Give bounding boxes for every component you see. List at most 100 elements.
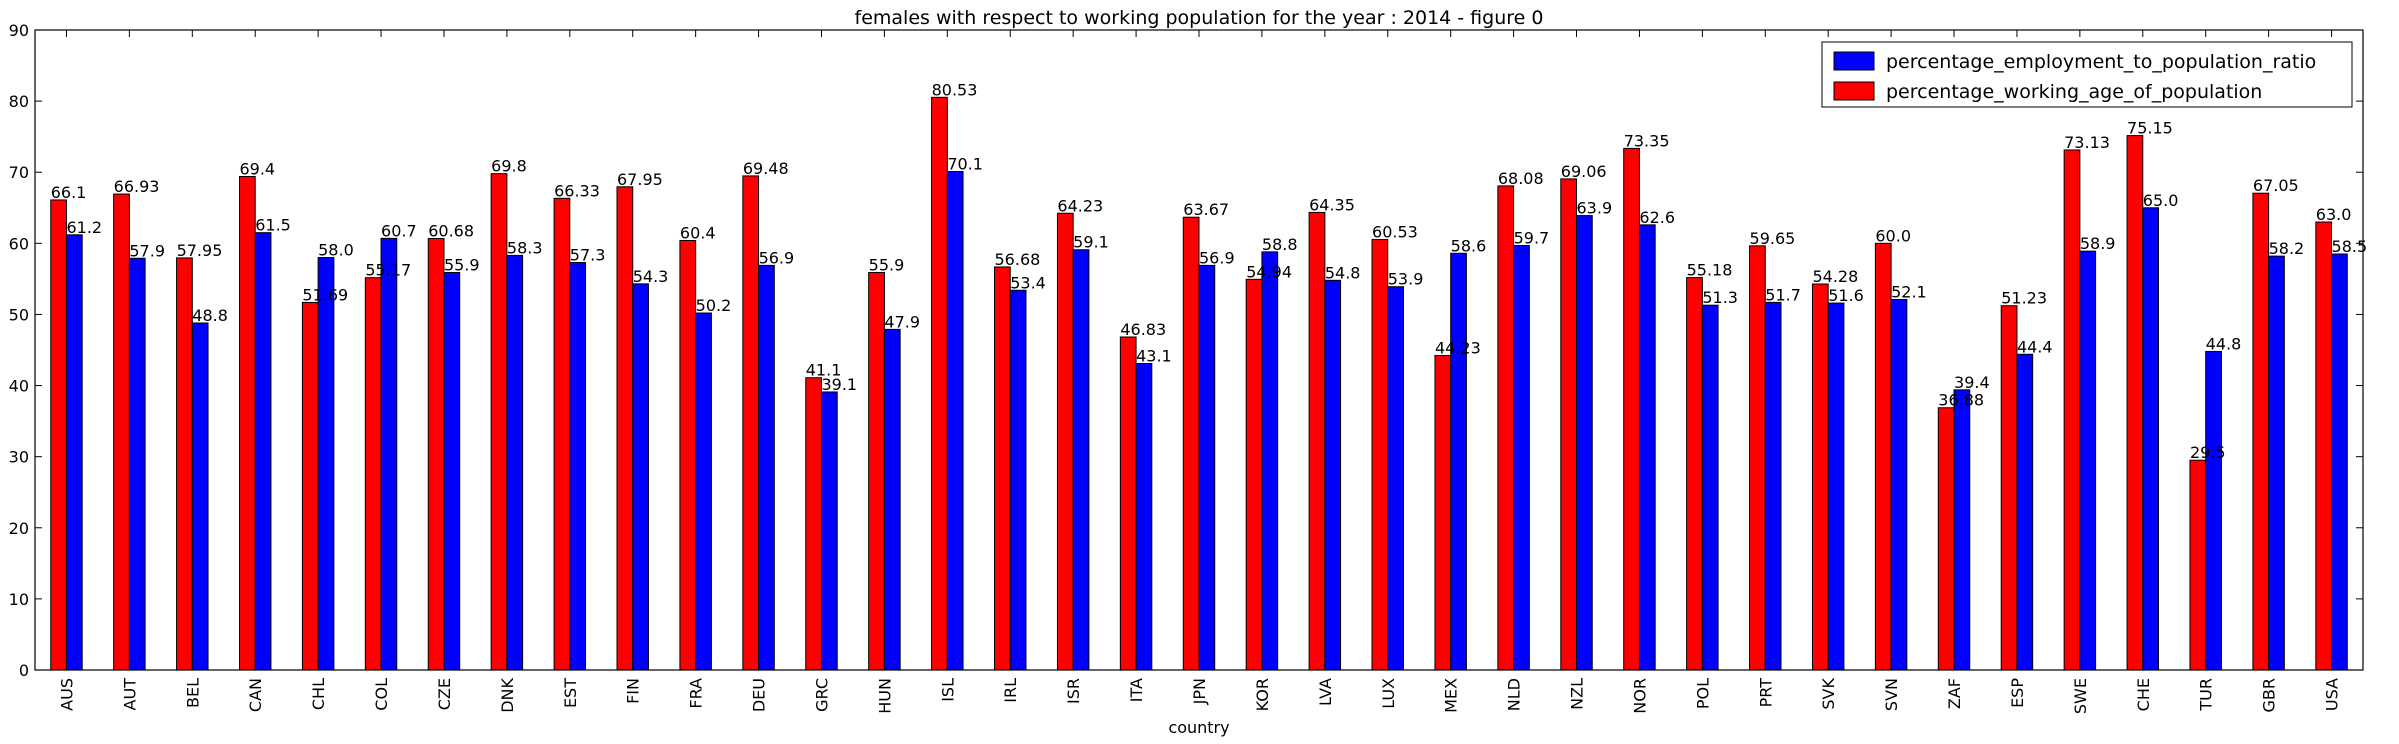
- bar-working-age-hun: [868, 271, 885, 671]
- y-tick-label: 50: [9, 305, 29, 324]
- data-label: 59.7: [1514, 228, 1550, 247]
- bar-working-age-nzl: [1560, 178, 1578, 671]
- data-label: 80.53: [932, 80, 978, 99]
- bar-employment-ratio-mex: [1450, 252, 1467, 671]
- bar-employment-ratio-lux: [1387, 286, 1404, 671]
- bar-working-age-aus: [50, 199, 67, 671]
- bar-employment-ratio-jpn: [1198, 264, 1216, 671]
- bar-employment-ratio-deu: [758, 264, 775, 671]
- bar-employment-ratio-kor: [1261, 251, 1279, 671]
- data-label: 69.48: [743, 159, 789, 178]
- bar-employment-ratio-nld: [1513, 244, 1530, 671]
- data-label: 51.3: [1702, 288, 1738, 307]
- data-label: 58.3: [507, 238, 543, 257]
- data-label: 65.0: [2143, 191, 2179, 210]
- bar-employment-ratio-col: [380, 237, 398, 671]
- bar-employment-ratio-est: [569, 262, 587, 671]
- bar-working-age-est: [553, 197, 571, 671]
- bar-employment-ratio-che: [2142, 207, 2160, 671]
- data-label: 73.35: [1624, 131, 1670, 150]
- bar-employment-ratio-dnk: [506, 254, 524, 671]
- bar-working-age-zaf: [1937, 407, 1955, 671]
- x-tick-label: SVK: [1819, 677, 1838, 709]
- data-label: 36.88: [1938, 391, 1984, 410]
- bar-employment-ratio-grc: [820, 391, 838, 671]
- bar-working-age-isr: [1056, 212, 1074, 671]
- bar-employment-ratio-zaf: [1953, 389, 1971, 671]
- x-tick-label: FRA: [687, 678, 706, 709]
- bar-working-age-isl: [931, 96, 948, 671]
- y-tick-label: 90: [9, 21, 29, 40]
- data-label: 56.68: [995, 250, 1041, 269]
- bar-working-age-tur: [2189, 459, 2207, 671]
- bar-working-age-aut: [113, 193, 130, 671]
- bar-working-age-chl: [301, 301, 319, 671]
- data-label: 58.6: [1451, 236, 1487, 255]
- data-label: 70.1: [947, 155, 983, 174]
- x-tick-label: BEL: [183, 678, 202, 708]
- bar-employment-ratio-fra: [695, 312, 712, 671]
- x-tick-label: GBR: [2260, 678, 2279, 713]
- bar-working-age-nld: [1497, 185, 1515, 671]
- data-label: 69.4: [239, 159, 275, 178]
- bar-employment-ratio-bel: [191, 322, 209, 671]
- x-tick-label: PRT: [1756, 678, 1775, 708]
- data-label: 69.06: [1561, 162, 1607, 181]
- data-label: 57.95: [177, 241, 223, 260]
- data-label: 63.0: [2316, 205, 2352, 224]
- bar-employment-ratio-isr: [1072, 249, 1090, 671]
- data-label: 51.7: [1765, 285, 1801, 304]
- bar-employment-ratio-svn: [1890, 299, 1908, 671]
- data-label: 55.9: [869, 255, 905, 274]
- bar-working-age-can: [238, 175, 256, 671]
- data-label: 48.8: [192, 306, 228, 325]
- x-tick-label: ZAF: [1945, 678, 1964, 709]
- data-label: 52.1: [1891, 283, 1927, 302]
- y-tick-label: 30: [9, 448, 29, 467]
- data-label: 56.9: [1199, 248, 1235, 267]
- legend-box: [1821, 41, 2353, 108]
- data-label: 61.5: [255, 216, 291, 235]
- bar-working-age-deu: [742, 175, 760, 671]
- x-tick-label: SVN: [1882, 678, 1901, 711]
- x-tick-label: KOR: [1253, 678, 1272, 711]
- y-tick-label: 0: [19, 661, 29, 680]
- bar-employment-ratio-lva: [1324, 279, 1342, 671]
- data-label: 55.17: [365, 261, 411, 280]
- data-label: 58.2: [2269, 239, 2305, 258]
- data-label: 62.6: [1639, 208, 1675, 227]
- x-tick-label: ESP: [2008, 678, 2027, 708]
- bar-working-age-svk: [1811, 283, 1829, 671]
- data-label: 51.69: [302, 285, 348, 304]
- y-tick-label: 70: [9, 163, 29, 182]
- data-label: 58.0: [318, 241, 354, 260]
- bar-employment-ratio-aut: [128, 257, 146, 671]
- data-label: 66.93: [114, 177, 160, 196]
- x-tick-label: NOR: [1630, 678, 1649, 714]
- data-label: 68.08: [1498, 169, 1544, 188]
- bar-working-age-esp: [2000, 305, 2018, 671]
- data-label: 64.35: [1309, 195, 1355, 214]
- data-label: 66.1: [51, 183, 87, 202]
- x-tick-label: NZL: [1568, 678, 1587, 710]
- y-tick-label: 10: [9, 590, 29, 609]
- x-tick-label: CAN: [246, 678, 265, 712]
- data-label: 58.8: [1262, 235, 1298, 254]
- data-label: 75.15: [2127, 119, 2173, 138]
- bar-working-age-che: [2126, 135, 2144, 671]
- x-tick-label: NLD: [1505, 678, 1524, 711]
- bar-working-age-pol: [1686, 277, 1703, 671]
- x-tick-label: ISL: [938, 678, 957, 702]
- legend-swatch: [1833, 81, 1875, 101]
- bar-working-age-prt: [1749, 245, 1766, 671]
- bar-working-age-swe: [2063, 149, 2081, 671]
- bar-working-age-fra: [679, 239, 697, 671]
- bar-employment-ratio-irl: [1009, 289, 1027, 671]
- data-label: 61.2: [66, 218, 102, 237]
- data-label: 43.1: [1136, 347, 1172, 366]
- x-tick-label: MEX: [1442, 678, 1461, 713]
- x-tick-label: SWE: [2071, 678, 2090, 714]
- bar-working-age-dnk: [490, 173, 508, 671]
- data-label: 57.9: [129, 241, 165, 260]
